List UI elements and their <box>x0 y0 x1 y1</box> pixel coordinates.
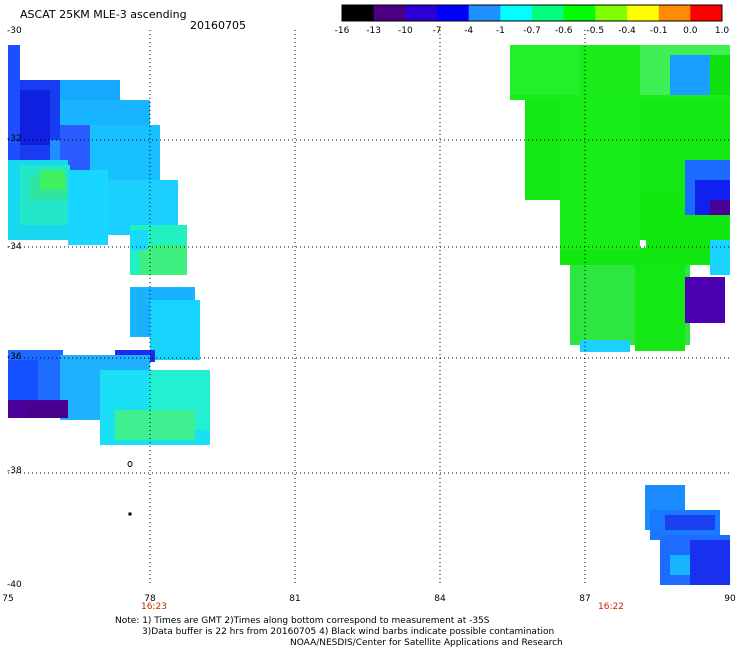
colorbar-tick-label: -7 <box>432 26 442 36</box>
product-date: 20160705 <box>190 19 246 32</box>
bottom-right-swath <box>645 485 730 585</box>
colorbar-segment <box>405 5 438 21</box>
colorbar-tick-label: -0.4 <box>618 26 636 36</box>
lat-label: -40 <box>7 580 22 590</box>
colorbar <box>341 4 723 22</box>
colorbar-tick-label: -13 <box>366 26 382 36</box>
lon-label: 81 <box>289 594 301 604</box>
colorbar-segment <box>342 5 375 21</box>
colorbar-tick-label: -0.7 <box>523 26 541 36</box>
right-swath <box>510 45 730 352</box>
colorbar-segment <box>658 5 691 21</box>
colorbar-tick-label: -0.5 <box>586 26 605 36</box>
lon-label: 75 <box>2 594 14 604</box>
lon-label: 87 <box>579 594 591 604</box>
lat-label: -30 <box>7 26 22 36</box>
colorbar-segment <box>563 5 596 21</box>
product-title: ASCAT 25KM MLE-3 ascending <box>20 8 187 21</box>
lat-label: -36 <box>7 352 22 362</box>
colorbar-border <box>341 4 723 22</box>
colorbar-tick-label: -0.1 <box>649 26 668 36</box>
time-label-left: 16:23 <box>141 602 167 612</box>
lon-label: 78 <box>144 594 156 604</box>
note-line-2: 3)Data buffer is 22 hrs from 20160705 4)… <box>142 627 555 637</box>
colorbar-segment <box>595 5 628 21</box>
colorbar-tick-label: -4 <box>464 26 474 36</box>
colorbar-segment <box>468 5 501 21</box>
colorbar-segment <box>690 5 723 21</box>
left-swath <box>8 45 210 445</box>
lat-label: -34 <box>7 242 22 252</box>
graticule <box>8 30 730 586</box>
lat-label: -38 <box>7 466 22 476</box>
colorbar-tick-label: 0.0 <box>683 26 698 36</box>
note-line-3: NOAA/NESDIS/Center for Satellite Applica… <box>290 638 563 648</box>
colorbar-segment <box>500 5 533 21</box>
colorbar-segment <box>373 5 406 21</box>
lon-label: 84 <box>434 594 446 604</box>
colorbar-tick-label: 1.0 <box>714 26 730 36</box>
lat-label: -32 <box>7 134 22 144</box>
lon-label: 90 <box>724 594 736 604</box>
time-label-right: 16:22 <box>598 602 624 612</box>
note-line-1: Note: 1) Times are GMT 2)Times along bot… <box>115 616 490 626</box>
colorbar-segment <box>627 5 660 21</box>
colorbar-tick-label: -16 <box>334 26 350 36</box>
colorbar-segment <box>437 5 470 21</box>
contamination-marks <box>127 461 133 516</box>
colorbar-tick-label: -1 <box>495 26 505 36</box>
colorbar-tick-label: -10 <box>397 26 413 36</box>
colorbar-tick-label: -0.6 <box>554 26 573 36</box>
colorbar-segment <box>532 5 565 21</box>
